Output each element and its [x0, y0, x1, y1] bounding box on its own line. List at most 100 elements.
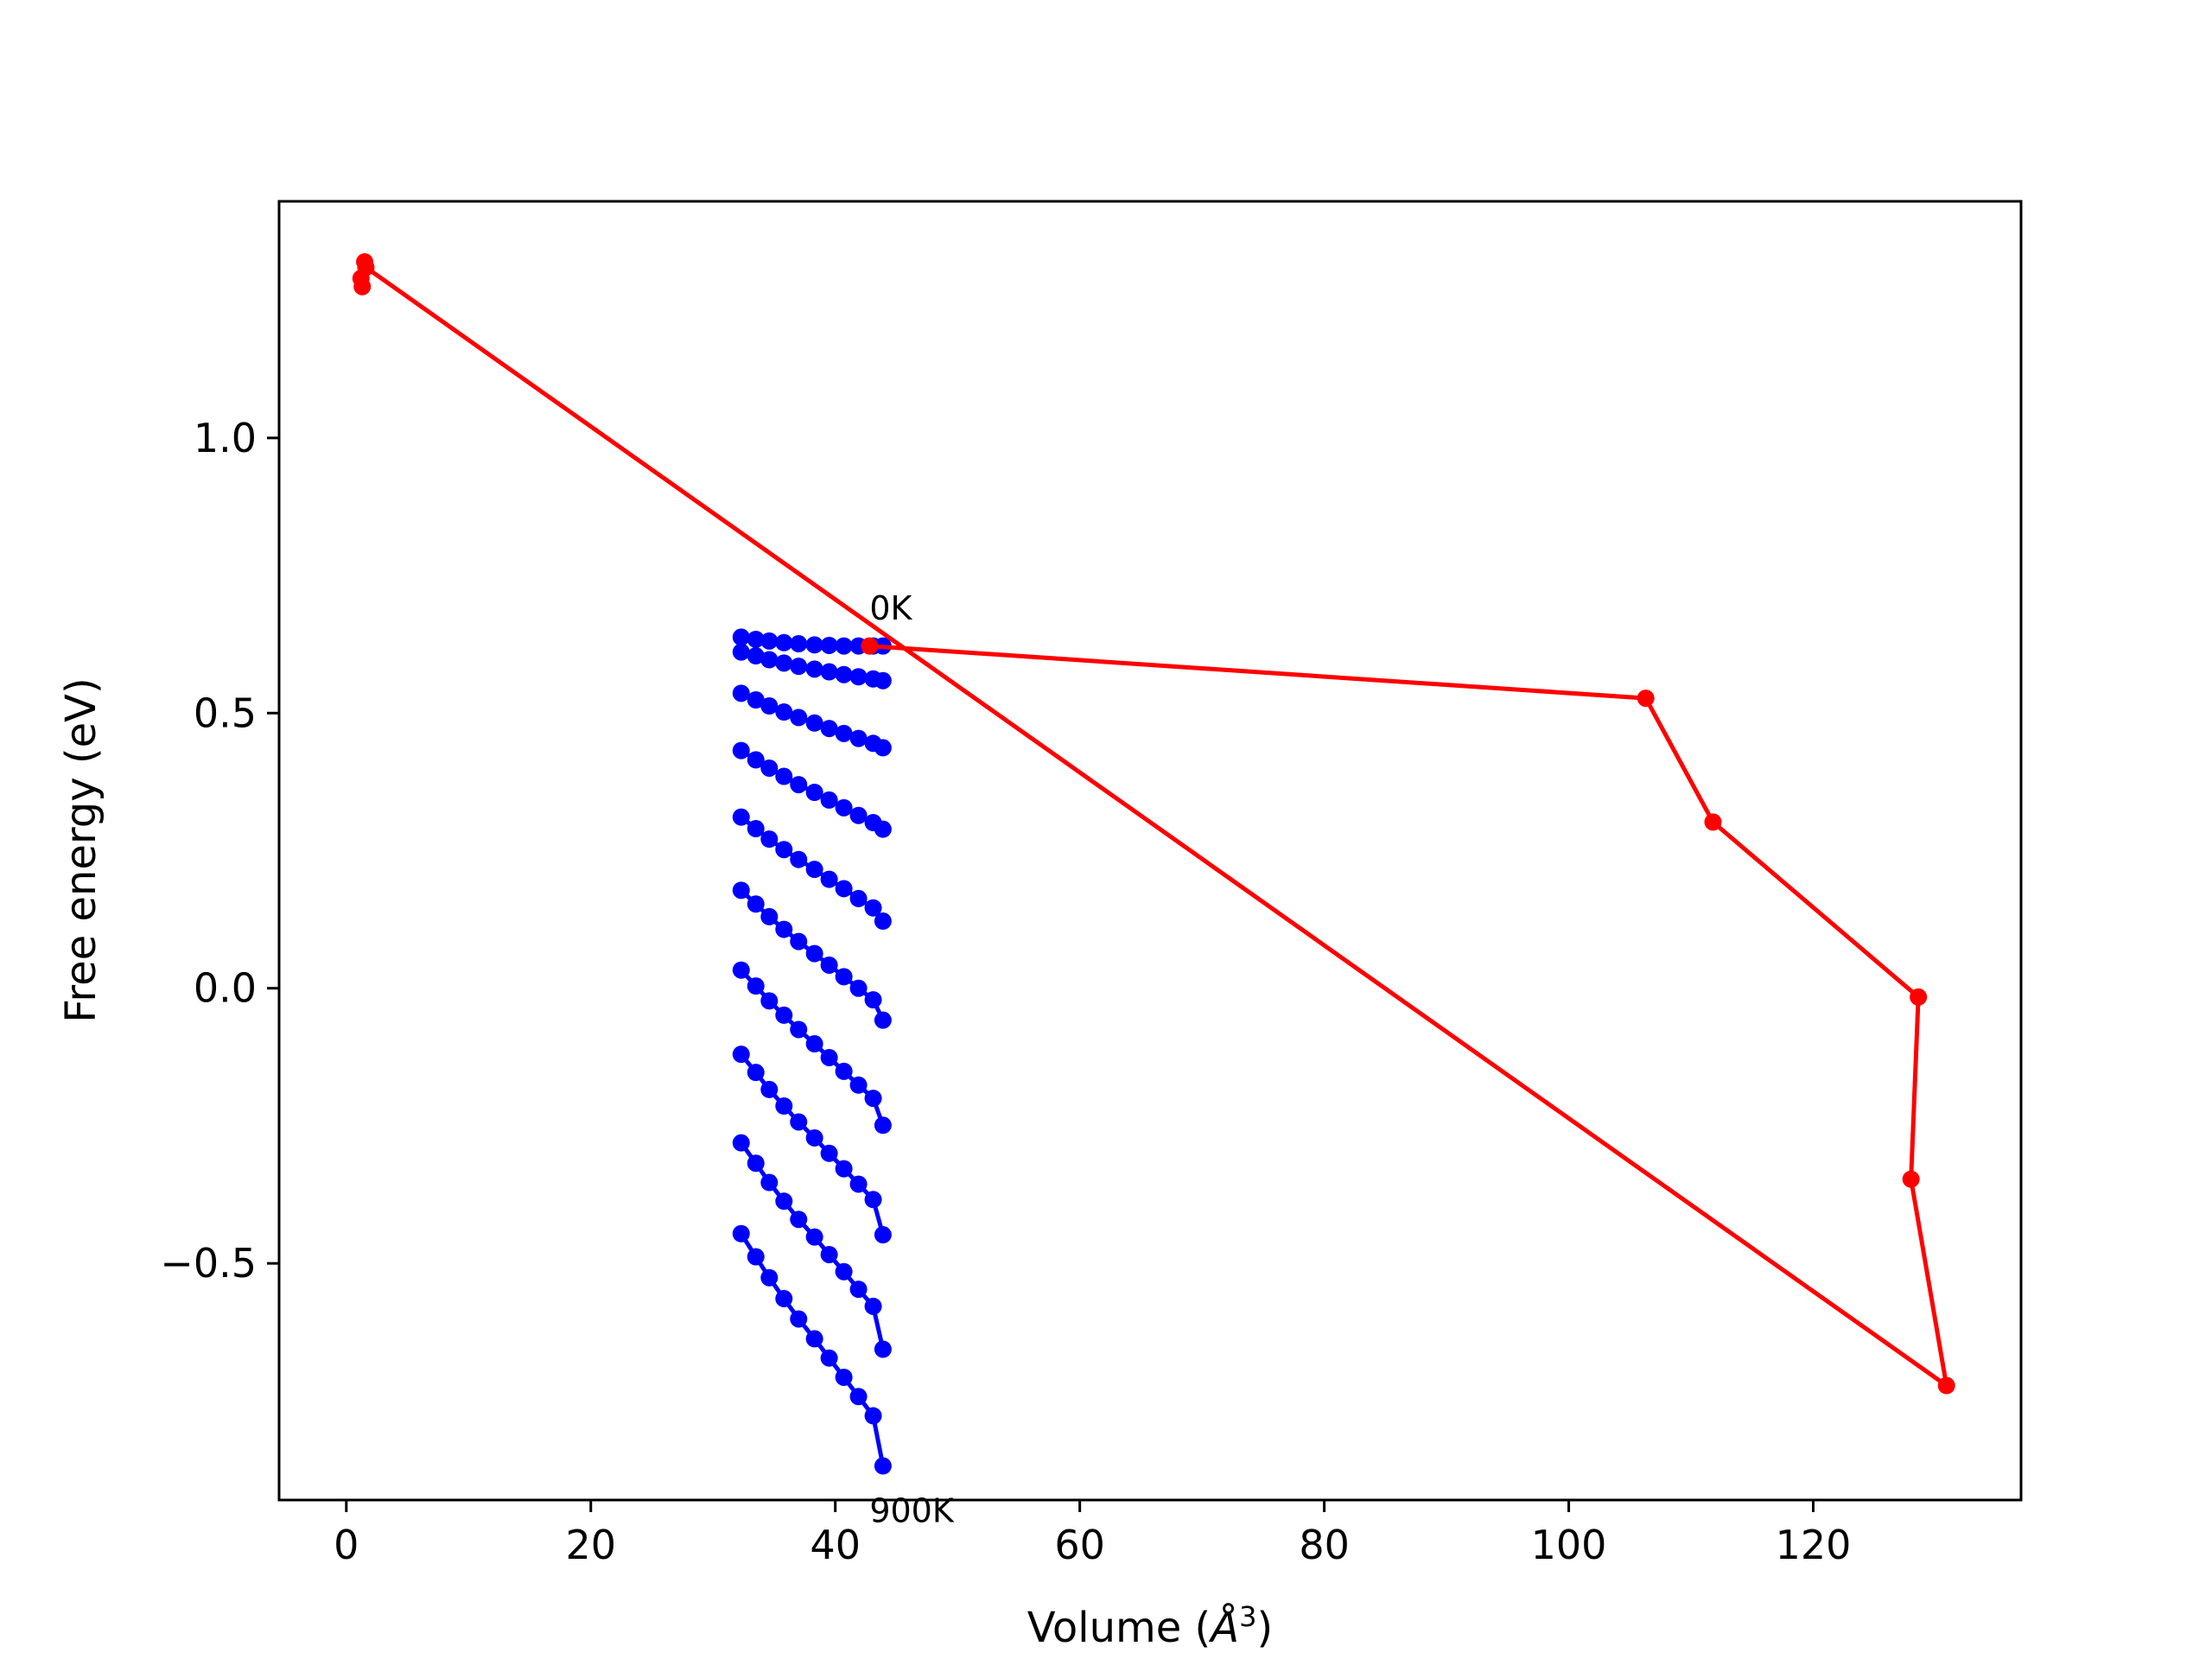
- x-axis-label: Volume (Å3): [1027, 1600, 1273, 1652]
- isotherm-point: [849, 979, 868, 997]
- isotherm-point: [849, 729, 868, 747]
- isotherm-point: [864, 1297, 882, 1315]
- isotherm-point: [849, 668, 868, 686]
- isotherm-point: [790, 1020, 808, 1039]
- isotherm-point: [775, 1289, 793, 1307]
- isotherm-point: [775, 920, 793, 938]
- isotherm-point: [747, 630, 765, 648]
- x-axis-label-unit: Å: [1208, 1603, 1239, 1652]
- isotherm-point: [849, 1281, 868, 1299]
- isotherm-point: [849, 889, 868, 907]
- isotherm-point: [760, 1268, 779, 1287]
- isotherm-point: [864, 1090, 882, 1108]
- isotherm-point: [805, 1330, 823, 1348]
- isotherm-point: [874, 820, 892, 838]
- isotherm-point: [732, 643, 750, 661]
- isotherm-point: [835, 665, 853, 683]
- isotherm-point: [864, 1191, 882, 1209]
- isotherm-point: [820, 791, 838, 809]
- isotherm-point: [820, 1144, 838, 1162]
- path-point: [356, 253, 374, 271]
- isotherm-point: [805, 1228, 823, 1246]
- isotherm-point: [835, 1160, 853, 1178]
- isotherm-point: [864, 991, 882, 1009]
- isotherm-point: [805, 944, 823, 963]
- isotherm-point: [849, 1175, 868, 1193]
- isotherm-point: [874, 1226, 892, 1244]
- annotation-label: 0K: [869, 589, 912, 627]
- isotherm-point: [732, 628, 750, 646]
- isotherm-point: [805, 636, 823, 654]
- isotherm-point: [747, 895, 765, 913]
- path-point: [1704, 813, 1722, 831]
- isotherm-point: [732, 961, 750, 979]
- x-tick-label: 20: [565, 1522, 616, 1568]
- isotherm-point: [760, 651, 779, 669]
- isotherm-point: [775, 654, 793, 672]
- isotherm-line: [739, 1141, 886, 1351]
- isotherm-point: [790, 776, 808, 794]
- isotherm-point: [820, 870, 838, 888]
- x-tick-label: 100: [1531, 1522, 1607, 1568]
- x-tick-label: 40: [810, 1522, 861, 1568]
- x-tick-label: 120: [1776, 1522, 1852, 1568]
- path-point: [1902, 1170, 1920, 1188]
- isotherm-point: [820, 1245, 838, 1263]
- isotherm-point: [805, 714, 823, 732]
- isotherm-point: [760, 992, 779, 1010]
- isotherm-point: [805, 660, 823, 678]
- isotherm-point: [805, 783, 823, 801]
- isotherm-point: [835, 637, 853, 655]
- y-tick-label: −0.5: [160, 1240, 257, 1287]
- isotherm-point: [747, 977, 765, 995]
- isotherm-point: [732, 741, 750, 760]
- isotherm-point: [790, 1310, 808, 1328]
- isotherm-point: [874, 912, 892, 931]
- isotherm-point: [775, 1192, 793, 1211]
- isotherm-point: [820, 1349, 838, 1367]
- isotherm-point: [820, 956, 838, 974]
- isotherm-point: [732, 1134, 750, 1152]
- isotherm-point: [747, 751, 765, 769]
- isotherm-point: [790, 850, 808, 868]
- isotherm-point: [790, 658, 808, 676]
- isotherm-point: [760, 907, 779, 925]
- plot-frame: [277, 200, 2023, 1502]
- y-tick-label: 1.0: [194, 415, 257, 461]
- isotherm-point: [864, 899, 882, 917]
- isotherm-point: [835, 880, 853, 898]
- annotations: 0K 900K: [869, 589, 955, 1529]
- path-point: [352, 270, 370, 288]
- path-point: [1637, 690, 1655, 708]
- path-point: [1937, 1376, 1955, 1395]
- isotherm-point: [835, 724, 853, 742]
- isotherm-point: [747, 690, 765, 709]
- isotherm-point: [775, 1006, 793, 1024]
- isotherm-point: [835, 1062, 853, 1080]
- isotherm-point: [805, 1035, 823, 1053]
- y-axis: −0.5 0.0 0.5 1.0: [160, 415, 279, 1287]
- isotherm-point: [747, 647, 765, 665]
- isotherm-point: [820, 1048, 838, 1066]
- isotherm-point: [805, 861, 823, 879]
- isotherm-point: [732, 684, 750, 702]
- x-axis-label-close: ): [1256, 1604, 1273, 1652]
- x-tick-label: 0: [334, 1522, 359, 1568]
- isotherm-point: [805, 1128, 823, 1147]
- x-axis-label-open: (: [1181, 1604, 1211, 1652]
- isotherm-point: [874, 1011, 892, 1029]
- isotherm-point: [874, 1340, 892, 1358]
- isotherm-point: [820, 663, 838, 681]
- x-axis: 0 20 40 60 80 100 120: [334, 1500, 1851, 1568]
- isotherm-point: [874, 739, 892, 757]
- isotherm-point: [732, 881, 750, 899]
- path-point: [1910, 988, 1928, 1006]
- x-tick-label: 60: [1054, 1522, 1105, 1568]
- isotherm-point: [790, 932, 808, 950]
- isotherm-point: [835, 798, 853, 817]
- annotation-label: 900K: [869, 1491, 955, 1529]
- isotherm-point: [760, 759, 779, 777]
- isotherm-point: [747, 820, 765, 838]
- x-axis-label-text: Volume: [1027, 1604, 1182, 1652]
